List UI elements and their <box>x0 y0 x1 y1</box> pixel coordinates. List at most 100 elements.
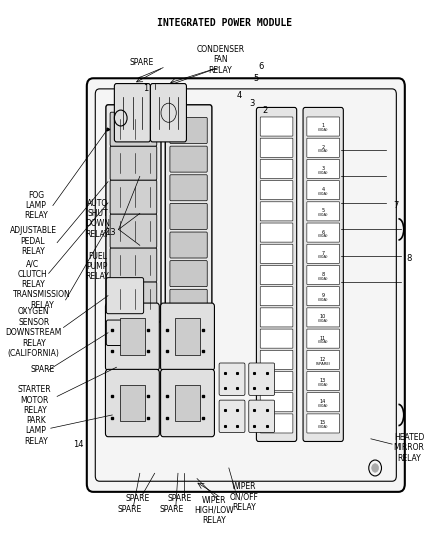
FancyBboxPatch shape <box>106 278 144 314</box>
FancyBboxPatch shape <box>307 244 339 263</box>
Text: 5: 5 <box>321 208 325 213</box>
FancyBboxPatch shape <box>260 138 293 157</box>
FancyBboxPatch shape <box>110 248 157 282</box>
Text: (30A): (30A) <box>318 128 328 132</box>
FancyBboxPatch shape <box>307 350 339 369</box>
FancyBboxPatch shape <box>307 138 339 157</box>
Text: INTEGRATED POWER MODULE: INTEGRATED POWER MODULE <box>157 18 292 28</box>
FancyBboxPatch shape <box>106 320 144 345</box>
Text: 13: 13 <box>320 378 326 383</box>
FancyBboxPatch shape <box>260 329 293 348</box>
FancyBboxPatch shape <box>110 112 157 146</box>
FancyBboxPatch shape <box>110 214 157 248</box>
FancyBboxPatch shape <box>110 180 157 214</box>
Text: (30A): (30A) <box>318 171 328 175</box>
Text: 8: 8 <box>406 254 412 263</box>
FancyBboxPatch shape <box>260 159 293 179</box>
FancyBboxPatch shape <box>170 146 207 172</box>
Text: (30A): (30A) <box>318 404 328 408</box>
FancyBboxPatch shape <box>175 385 200 421</box>
Text: SPARE: SPARE <box>168 494 192 503</box>
FancyBboxPatch shape <box>110 282 157 316</box>
FancyBboxPatch shape <box>120 318 145 355</box>
FancyBboxPatch shape <box>307 117 339 136</box>
FancyBboxPatch shape <box>260 202 293 221</box>
Text: FUEL
PUMP
RELAY: FUEL PUMP RELAY <box>85 252 109 281</box>
Text: TRANSMISSION
RELAY: TRANSMISSION RELAY <box>14 290 71 310</box>
FancyBboxPatch shape <box>307 265 339 285</box>
Text: 10: 10 <box>320 314 326 319</box>
FancyBboxPatch shape <box>260 287 293 306</box>
Text: HEATED
MIRROR
RELAY: HEATED MIRROR RELAY <box>394 433 424 463</box>
FancyBboxPatch shape <box>307 308 339 327</box>
FancyBboxPatch shape <box>106 303 159 370</box>
FancyBboxPatch shape <box>249 363 275 395</box>
Text: OXYGEN
SENSOR
DOWNSTREAM
RELAY
(CALIFORNIA): OXYGEN SENSOR DOWNSTREAM RELAY (CALIFORN… <box>6 308 62 358</box>
Text: 1: 1 <box>144 84 149 93</box>
Text: SPARE: SPARE <box>117 505 141 514</box>
Text: (30A): (30A) <box>318 319 328 323</box>
Text: 6: 6 <box>258 62 263 70</box>
FancyBboxPatch shape <box>307 287 339 306</box>
Text: SPARE: SPARE <box>30 366 54 374</box>
Text: SPARE: SPARE <box>159 505 184 514</box>
FancyBboxPatch shape <box>256 108 297 441</box>
FancyBboxPatch shape <box>170 204 207 229</box>
Text: 4: 4 <box>237 91 242 100</box>
FancyBboxPatch shape <box>260 414 293 433</box>
Text: (30A): (30A) <box>318 255 328 260</box>
FancyBboxPatch shape <box>170 175 207 201</box>
Text: 2: 2 <box>321 144 325 150</box>
FancyBboxPatch shape <box>303 108 343 441</box>
Text: (30A): (30A) <box>318 235 328 238</box>
FancyBboxPatch shape <box>175 318 200 355</box>
FancyBboxPatch shape <box>260 223 293 242</box>
FancyBboxPatch shape <box>260 350 293 369</box>
FancyBboxPatch shape <box>87 78 405 492</box>
FancyBboxPatch shape <box>110 146 157 180</box>
Text: 8: 8 <box>321 272 325 277</box>
FancyBboxPatch shape <box>170 232 207 258</box>
Circle shape <box>372 464 378 472</box>
FancyBboxPatch shape <box>219 400 245 432</box>
FancyBboxPatch shape <box>307 329 339 348</box>
Text: 15: 15 <box>320 421 326 425</box>
Text: (30A): (30A) <box>318 192 328 196</box>
FancyBboxPatch shape <box>120 385 145 421</box>
FancyBboxPatch shape <box>307 223 339 242</box>
FancyBboxPatch shape <box>170 289 207 316</box>
Text: WIPER
HIGH/LOW
RELAY: WIPER HIGH/LOW RELAY <box>194 496 234 526</box>
FancyBboxPatch shape <box>106 105 161 322</box>
Text: (30A): (30A) <box>318 149 328 154</box>
Text: (30A): (30A) <box>318 425 328 429</box>
FancyBboxPatch shape <box>114 84 150 142</box>
Text: FOG
LAMP
RELAY: FOG LAMP RELAY <box>24 191 48 221</box>
FancyBboxPatch shape <box>307 202 339 221</box>
FancyBboxPatch shape <box>150 84 187 142</box>
FancyBboxPatch shape <box>307 159 339 179</box>
Text: (30A): (30A) <box>318 341 328 344</box>
Text: 2: 2 <box>262 106 268 115</box>
FancyBboxPatch shape <box>260 308 293 327</box>
Text: A/C
CLUTCH
RELAY: A/C CLUTCH RELAY <box>18 260 48 289</box>
Text: 3: 3 <box>250 99 255 108</box>
Text: 6: 6 <box>321 230 325 235</box>
Text: 5: 5 <box>254 74 259 83</box>
FancyBboxPatch shape <box>260 181 293 200</box>
Text: (30A): (30A) <box>318 383 328 387</box>
FancyBboxPatch shape <box>307 372 339 391</box>
FancyBboxPatch shape <box>106 369 159 437</box>
Text: 7: 7 <box>321 251 325 256</box>
Text: 4: 4 <box>321 187 325 192</box>
Text: AUTO
SHUT
DOWN
RELAY: AUTO SHUT DOWN RELAY <box>85 199 110 239</box>
Text: 11: 11 <box>320 336 326 341</box>
FancyBboxPatch shape <box>260 372 293 391</box>
Text: STARTER
MOTOR
RELAY: STARTER MOTOR RELAY <box>18 385 51 415</box>
FancyBboxPatch shape <box>165 105 212 322</box>
Text: 13: 13 <box>105 228 116 237</box>
FancyBboxPatch shape <box>219 363 245 395</box>
Text: SPARE: SPARE <box>130 58 154 67</box>
FancyBboxPatch shape <box>260 117 293 136</box>
Text: PARK
LAMP
RELAY: PARK LAMP RELAY <box>24 416 48 446</box>
FancyBboxPatch shape <box>170 261 207 287</box>
